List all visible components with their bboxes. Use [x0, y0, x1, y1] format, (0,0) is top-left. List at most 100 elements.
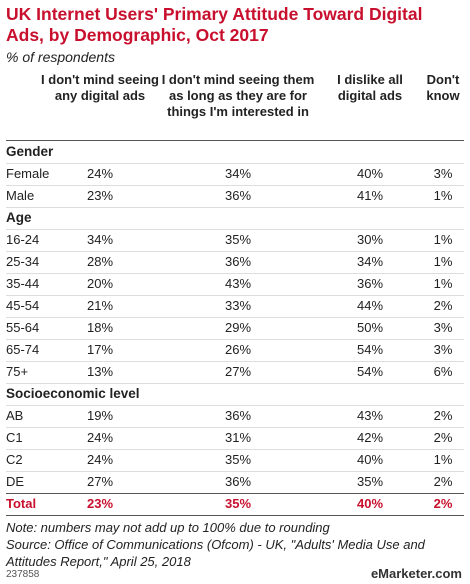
row-cell: 34% — [86, 232, 114, 247]
row-cell: 3% — [433, 320, 453, 335]
row-cell: 35% — [356, 474, 384, 489]
row-cell: 35% — [224, 232, 252, 247]
section-label: Age — [6, 210, 32, 225]
row-rule — [6, 471, 464, 472]
row-cell: 2% — [433, 430, 453, 445]
row-cell: 36% — [224, 408, 252, 423]
row-rule — [6, 207, 464, 208]
row-cell: 29% — [224, 320, 252, 335]
row-cell: 24% — [86, 452, 114, 467]
row-rule — [6, 515, 464, 516]
row-cell: 54% — [356, 342, 384, 357]
row-label: 75+ — [6, 364, 29, 379]
row-rule — [6, 251, 464, 252]
column-header: I don't mind seeing them as long as they… — [161, 72, 315, 119]
row-cell: 36% — [224, 188, 252, 203]
row-cell: 6% — [433, 364, 453, 379]
row-cell: 24% — [86, 166, 114, 181]
row-rule — [6, 405, 464, 406]
total-cell: 23% — [86, 496, 114, 511]
row-cell: 35% — [224, 452, 252, 467]
row-rule — [6, 449, 464, 450]
row-cell: 40% — [356, 452, 384, 467]
row-cell: 33% — [224, 298, 252, 313]
row-rule — [6, 361, 464, 362]
row-cell: 43% — [224, 276, 252, 291]
note: Note: numbers may not add up to 100% due… — [6, 520, 330, 535]
row-rule — [6, 317, 464, 318]
row-cell: 2% — [433, 474, 453, 489]
row-label: 35-44 — [6, 276, 40, 291]
row-cell: 42% — [356, 430, 384, 445]
row-cell: 36% — [224, 254, 252, 269]
subtitle: % of respondents — [6, 49, 115, 65]
row-cell: 23% — [86, 188, 114, 203]
row-cell: 26% — [224, 342, 252, 357]
row-cell: 30% — [356, 232, 384, 247]
row-cell: 27% — [86, 474, 114, 489]
row-cell: 34% — [356, 254, 384, 269]
row-rule — [6, 185, 464, 186]
row-cell: 1% — [433, 232, 453, 247]
row-cell: 2% — [433, 408, 453, 423]
row-label: 65-74 — [6, 342, 40, 357]
row-label: 45-54 — [6, 298, 40, 313]
row-label: 55-64 — [6, 320, 40, 335]
row-cell: 40% — [356, 166, 384, 181]
row-rule — [6, 229, 464, 230]
row-rule — [6, 295, 464, 296]
total-cell: 2% — [433, 496, 453, 511]
row-rule — [6, 427, 464, 428]
row-cell: 27% — [224, 364, 252, 379]
row-cell: 1% — [433, 188, 453, 203]
brand: eMarketer.com — [370, 566, 462, 581]
row-rule — [6, 273, 464, 274]
row-label: 25-34 — [6, 254, 40, 269]
source: Source: Office of Communications (Ofcom)… — [6, 537, 425, 569]
column-header: I dislike all digital ads — [337, 72, 403, 103]
row-label: Female — [6, 166, 50, 181]
row-cell: 43% — [356, 408, 384, 423]
row-rule — [6, 493, 464, 494]
row-cell: 2% — [433, 298, 453, 313]
row-cell: 20% — [86, 276, 114, 291]
row-label: C2 — [6, 452, 23, 467]
column-header: I don't mind seeing any digital ads — [41, 72, 159, 103]
header-rule — [6, 140, 464, 141]
row-cell: 3% — [433, 166, 453, 181]
row-cell: 36% — [224, 474, 252, 489]
row-cell: 50% — [356, 320, 384, 335]
row-cell: 34% — [224, 166, 252, 181]
row-rule — [6, 339, 464, 340]
row-rule — [6, 383, 464, 384]
row-cell: 41% — [356, 188, 384, 203]
row-label: Male — [6, 188, 35, 203]
title: UK Internet Users' Primary Attitude Towa… — [6, 4, 423, 45]
row-cell: 36% — [356, 276, 384, 291]
column-header: Don't know — [426, 72, 460, 103]
row-rule — [6, 163, 464, 164]
row-label: DE — [6, 474, 25, 489]
row-cell: 19% — [86, 408, 114, 423]
row-cell: 24% — [86, 430, 114, 445]
row-cell: 1% — [433, 254, 453, 269]
row-cell: 1% — [433, 452, 453, 467]
row-cell: 1% — [433, 276, 453, 291]
row-cell: 13% — [86, 364, 114, 379]
total-cell: 40% — [356, 496, 384, 511]
row-cell: 54% — [356, 364, 384, 379]
row-label: C1 — [6, 430, 23, 445]
row-cell: 31% — [224, 430, 252, 445]
total-cell: 35% — [224, 496, 252, 511]
row-cell: 3% — [433, 342, 453, 357]
chart-id: 237858 — [6, 569, 40, 580]
row-cell: 44% — [356, 298, 384, 313]
section-label: Gender — [6, 144, 54, 159]
row-cell: 17% — [86, 342, 114, 357]
row-cell: 18% — [86, 320, 114, 335]
total-label: Total — [6, 496, 37, 511]
row-cell: 28% — [86, 254, 114, 269]
section-label: Socioeconomic level — [6, 386, 140, 401]
row-label: 16-24 — [6, 232, 40, 247]
